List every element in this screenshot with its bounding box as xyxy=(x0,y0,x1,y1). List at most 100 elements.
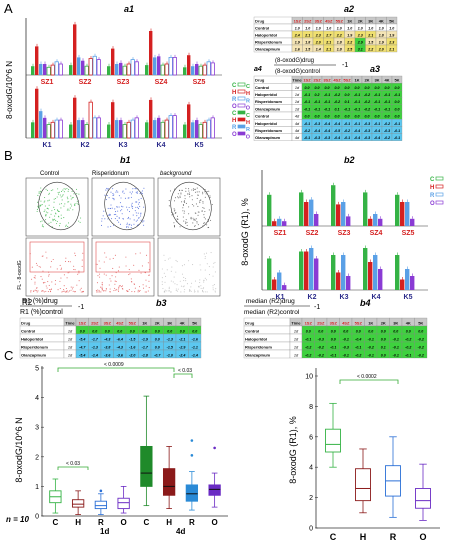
table-value: -0.4 xyxy=(374,136,380,140)
flow-dot xyxy=(70,195,72,197)
flow-dot xyxy=(140,219,142,221)
flow-dot xyxy=(206,263,208,265)
table-value: -0.1 xyxy=(394,129,400,133)
bar xyxy=(373,255,378,290)
flow-dot xyxy=(194,224,196,227)
flow-dot xyxy=(161,283,163,285)
flow-dot xyxy=(66,277,68,279)
table-value: -0.1 xyxy=(343,353,349,357)
table-time: 1d xyxy=(68,353,73,357)
b4-formula: median (R2)drug median (R2)control -1 xyxy=(244,298,320,316)
flow-dot xyxy=(180,193,182,195)
flow-dot xyxy=(47,208,49,210)
table-value: -1.7 xyxy=(92,337,99,341)
flow-dot xyxy=(41,220,43,222)
bar xyxy=(77,120,81,138)
table-value: -0.4 xyxy=(324,122,330,126)
table-value: 0.0 xyxy=(306,329,311,333)
flow-dot xyxy=(74,255,76,257)
flow-dot xyxy=(129,218,131,220)
table-value: 2.9 xyxy=(357,40,363,44)
flow-dot xyxy=(189,289,191,291)
flow-dot xyxy=(78,193,80,195)
flow-dot xyxy=(97,289,99,291)
flow-dot xyxy=(208,274,211,276)
table-value: -0.1 xyxy=(374,122,380,126)
table-value: -1.9 xyxy=(142,337,148,341)
flow-dot xyxy=(176,284,178,286)
flow-dot xyxy=(57,192,59,194)
flow-dot xyxy=(41,255,43,257)
flow-dot xyxy=(108,284,110,286)
table-header-text: 4SZ xyxy=(116,320,124,325)
flow-dot xyxy=(105,189,107,191)
table-time: 1d xyxy=(68,345,73,349)
flow-dot xyxy=(173,200,176,202)
flow-dot xyxy=(136,215,138,217)
flow-dot xyxy=(182,207,184,209)
bar xyxy=(172,57,177,76)
flow-dot xyxy=(57,210,60,213)
table-value: 0.0 xyxy=(385,115,390,119)
table-value: -0.2 xyxy=(405,337,411,341)
flow-dot xyxy=(132,188,134,190)
flow-dot xyxy=(181,265,184,267)
flow-dot xyxy=(136,201,138,203)
table-value: -0.2 xyxy=(304,129,310,133)
flow-dot xyxy=(35,287,38,289)
flow-dot xyxy=(208,190,210,192)
flow-dot xyxy=(202,206,204,209)
table-header-text: 2SZ xyxy=(91,320,99,325)
flow-dot xyxy=(66,187,68,190)
table-value: 2.3 xyxy=(315,33,321,37)
legend-swatch xyxy=(237,117,246,122)
table-header-text: 5K xyxy=(192,320,197,325)
table-drug: Risperidonum xyxy=(255,99,282,104)
flow-dot xyxy=(201,290,204,292)
flow-dot xyxy=(39,266,42,268)
flow-dot xyxy=(48,193,50,195)
table-drug: Risperidonum xyxy=(245,344,272,349)
table-value: 0.0 xyxy=(80,329,85,333)
flow-dot xyxy=(133,264,135,266)
table-value: 0.0 xyxy=(155,345,160,349)
table-value: 0.0 xyxy=(325,115,330,119)
category-label: K4 xyxy=(372,294,381,301)
table-header-text: Drug xyxy=(255,18,265,23)
flow-dot xyxy=(192,222,194,224)
flow-dot xyxy=(189,196,191,198)
bar xyxy=(73,24,77,75)
flow-dot xyxy=(198,285,200,287)
flow-dot xyxy=(180,285,182,287)
flow-dot xyxy=(128,216,130,219)
flow-dot xyxy=(205,193,207,195)
flow-dot xyxy=(63,205,65,207)
flow-dot xyxy=(105,199,107,201)
bar xyxy=(73,97,77,138)
flow-dot xyxy=(116,219,118,221)
table-header-text: 2K xyxy=(364,78,369,83)
table-value: -0.3 xyxy=(384,129,390,133)
flow-dot xyxy=(39,204,41,206)
bar xyxy=(210,62,215,76)
flow-dot xyxy=(195,218,197,220)
flow-dot xyxy=(122,191,124,193)
flow-dot xyxy=(107,226,109,228)
bar xyxy=(336,272,341,290)
table-header-text: 3SZ xyxy=(323,78,331,83)
flow-dot xyxy=(118,286,120,288)
flow-dot xyxy=(48,192,50,194)
flow-dot xyxy=(197,211,199,213)
table-cell xyxy=(414,349,428,359)
flow-dot xyxy=(194,218,196,220)
bar xyxy=(346,276,351,290)
table-value: 0.0 xyxy=(343,329,348,333)
flow-dot xyxy=(59,194,61,196)
bar xyxy=(107,66,111,75)
table-value: -0.1 xyxy=(405,353,411,357)
bar xyxy=(43,64,47,75)
flow-dot xyxy=(117,290,120,292)
flow-dot xyxy=(72,290,74,292)
flow-dot xyxy=(59,222,61,224)
